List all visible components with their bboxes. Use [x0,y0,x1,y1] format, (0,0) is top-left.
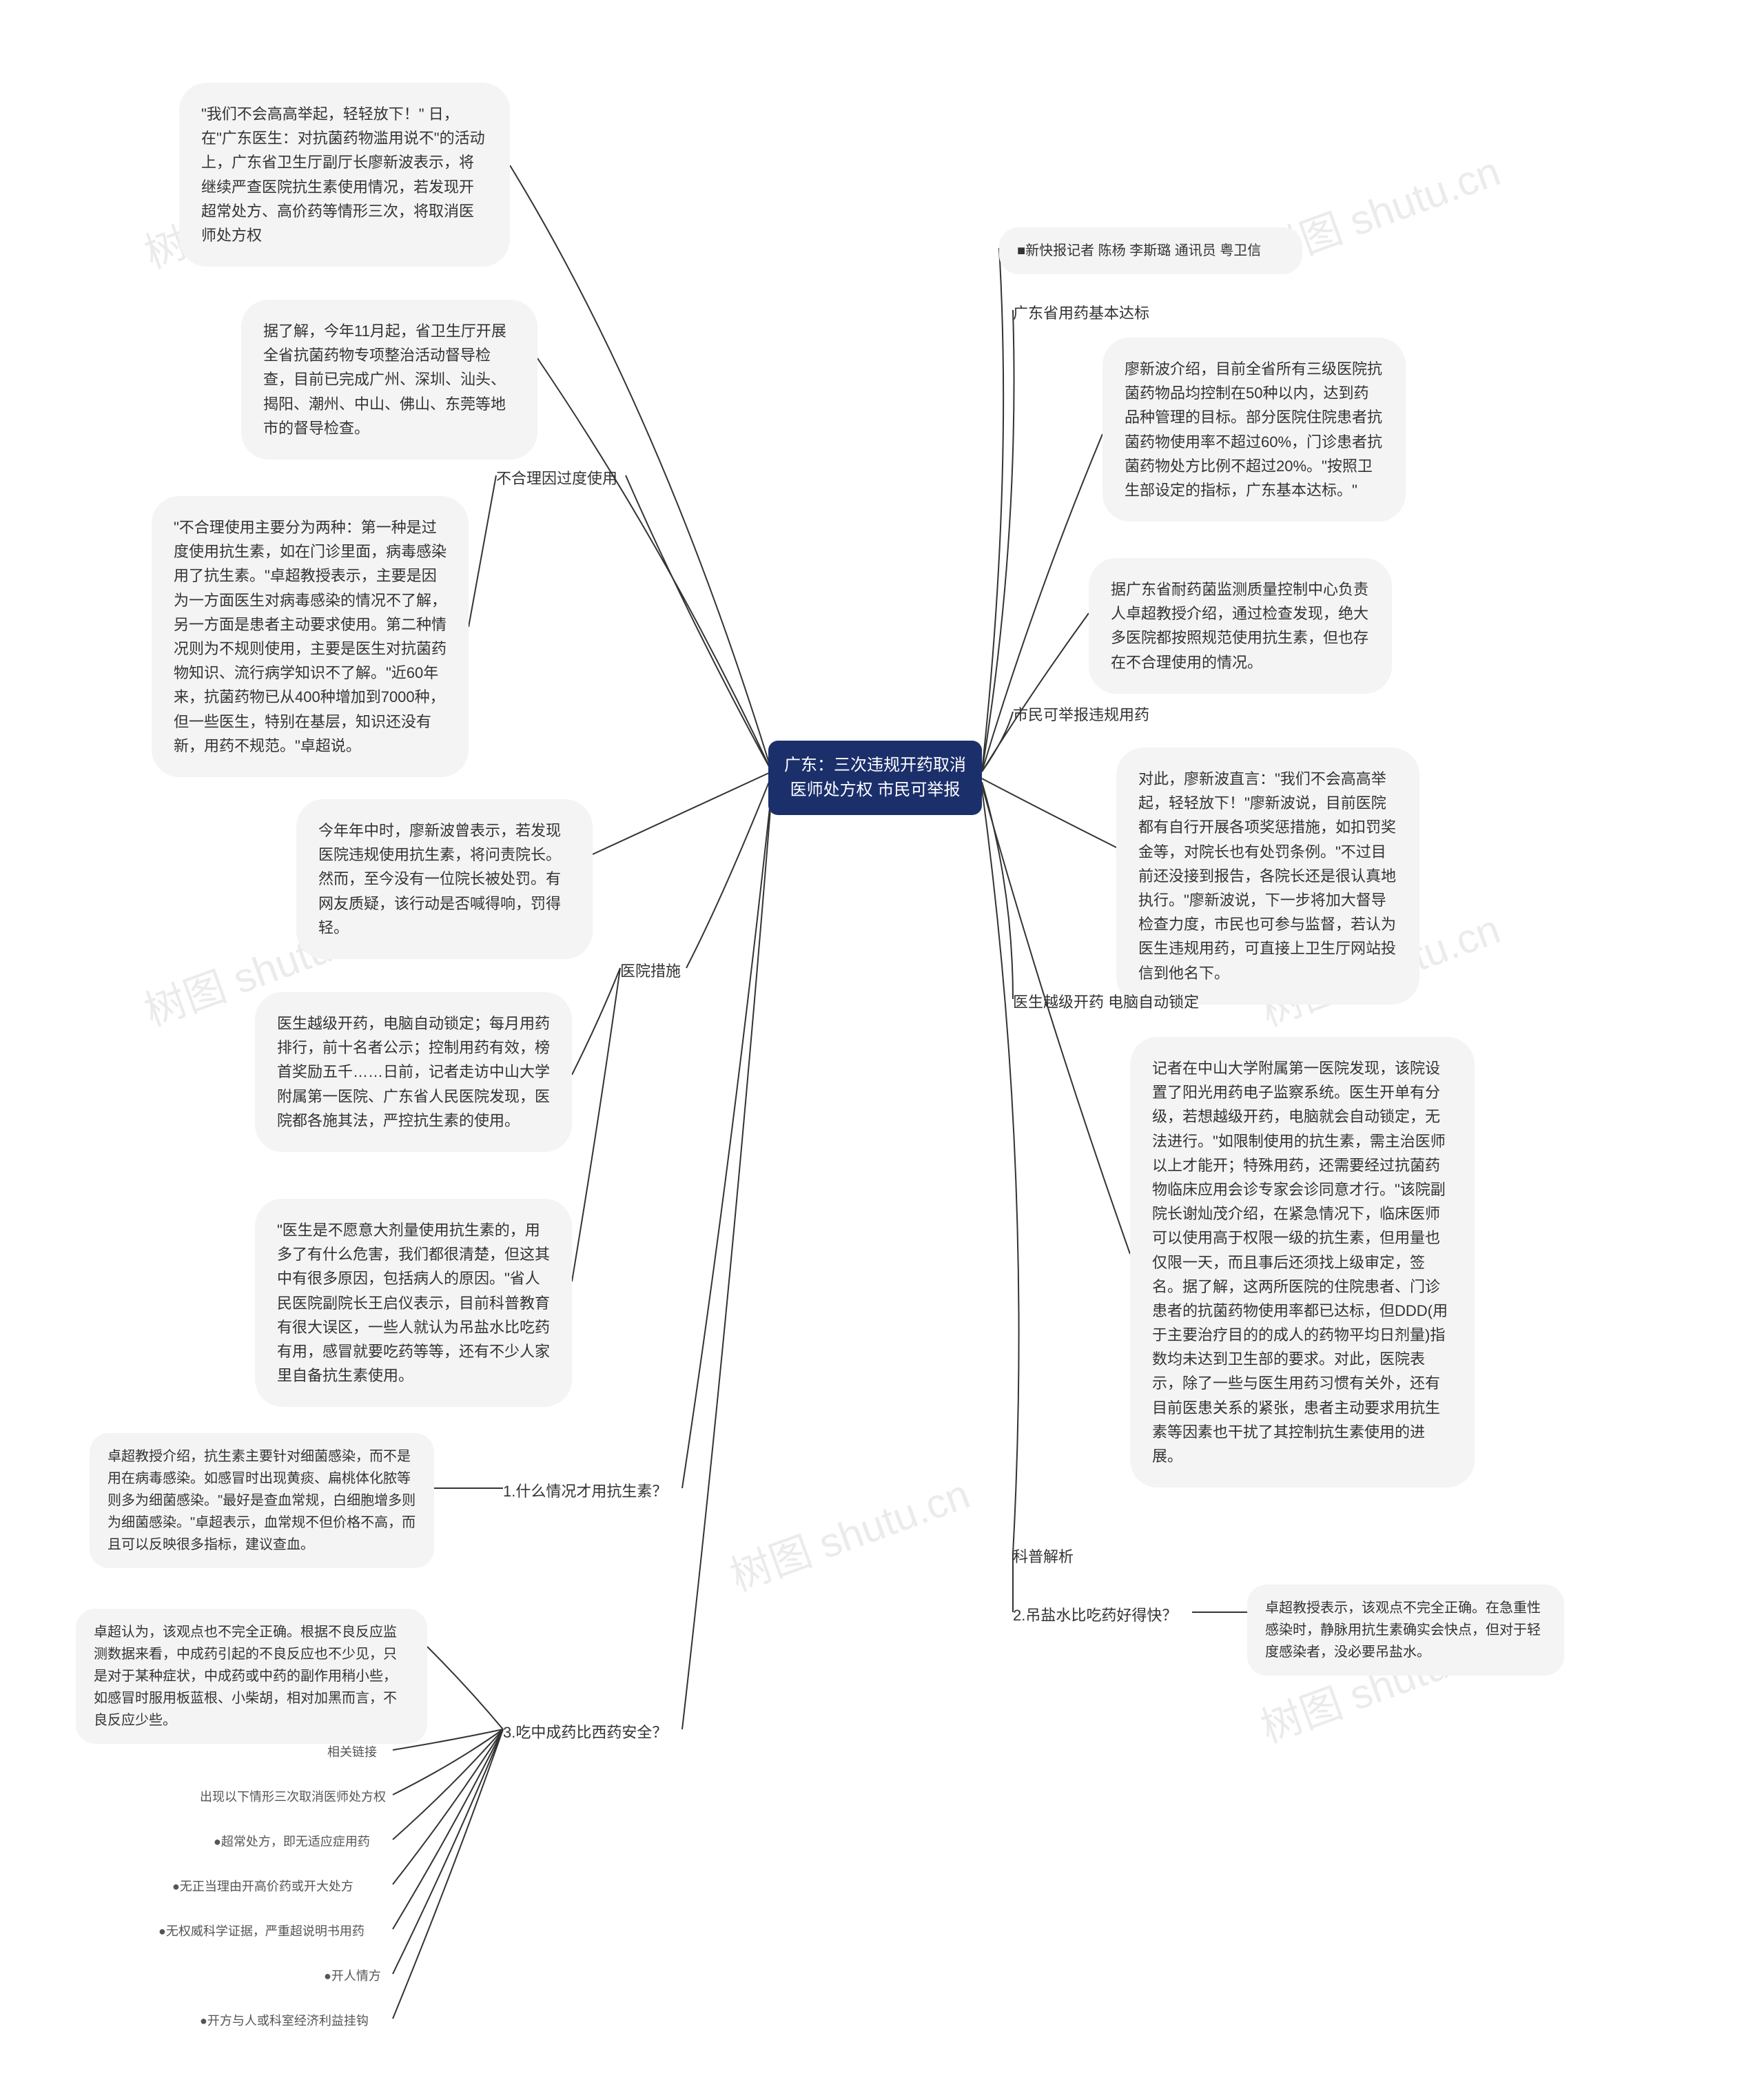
q2-label: 2.吊盐水比吃药好得快？ [1013,1605,1177,1627]
edge [982,248,1003,772]
label-c5: ●无权威科学证据，严重超说明书用药 [158,1922,365,1941]
edge [393,1729,503,1929]
label-rl_report: 市民可举报违规用药 [1013,705,1149,726]
edge [682,789,772,1488]
label-rl_gd: 广东省用药基本达标 [1013,303,1149,325]
edge [982,712,1013,772]
edge [982,789,1019,1554]
edge [686,775,772,968]
bubble-lb3: "不合理使用主要分为两种：第一种是过度使用抗生素，如在门诊里面，病毒感染用了抗生… [152,496,469,777]
bubble-rb8: 记者在中山大学附属第一医院发现，该院设置了阳光用药电子监察系统。医生开单有分级，… [1130,1037,1475,1487]
label-c2: 出现以下情形三次取消医师处方权 [200,1788,386,1806]
edge [982,785,1130,1254]
edge [682,792,772,1729]
edge [393,1729,503,1884]
bubble-lb2: 据了解，今年11月起，省卫生厅开展全省抗菌药物专项整治活动督导检查，目前已完成广… [241,300,537,460]
edge [393,1729,503,1840]
label-rl_lock: 医生越级开药 电脑自动锁定 [1013,992,1199,1013]
bubble-rb1: ■新快报记者 陈杨 李斯璐 通讯员 粤卫信 [999,227,1302,274]
edge [393,1729,503,2019]
bubble-rb6: 对此，廖新波直言："我们不会高高举起，轻轻放下！"廖新波说，目前医院都有自行开展… [1116,748,1419,1005]
bubble-lb5: 医生越级开药，电脑自动锁定；每月用药排行，前十名者公示；控制用药有效，榜首奖励五… [255,992,572,1152]
edge [469,475,496,627]
center-topic: 广东：三次违规开药取消医师处方权 市民可举报 [768,741,982,815]
edge [982,613,1089,772]
label-c1: 相关链接 [327,1743,377,1762]
edge [982,782,1013,999]
edge [572,968,620,1281]
label-c3: ●超常处方，即无适应症用药 [214,1833,370,1851]
edge [982,779,1116,847]
edge [427,1647,503,1729]
label-ll_hospital: 医院措施 [620,961,681,982]
watermark: 树图 shutu.cn [721,1461,976,1603]
edge [593,772,772,854]
label-c7: ●开方与人或科室经济利益挂钩 [200,2012,369,2030]
edge [626,475,772,772]
edge [572,968,620,1075]
label-rl_science: 科普解析 [1013,1547,1074,1568]
a2-bubble: 卓超教授表示，该观点不完全正确。在急重性感染时，静脉用抗生素确实会快点，但对于轻… [1247,1585,1564,1676]
bubble-lb1: "我们不会高高举起，轻轻放下！" 日，在"广东医生：对抗菌药物滥用说不"的活动上… [179,83,510,267]
bubble-rb3: 廖新波介绍，目前全省所有三级医院抗菌药物品均控制在50种以内，达到药品种管理的目… [1102,338,1406,522]
q3-label: 3.吃中成药比西药安全？ [503,1722,667,1744]
label-c6: ●开人情方 [324,1967,381,1986]
bubble-rb4: 据广东省耐药菌监测质量控制中心负责人卓超教授介绍，通过检查发现，绝大多医院都按照… [1089,558,1392,694]
a1-bubble: 卓超教授介绍，抗生素主要针对细菌感染，而不是用在病毒感染。如感冒时出现黄痰、扁桃… [90,1433,434,1568]
q1-label: 1.什么情况才用抗生素？ [503,1481,667,1503]
label-c4: ●无正当理由开高价药或开大处方 [172,1877,353,1896]
edge [537,358,772,772]
edge [982,310,1014,772]
a3-bubble: 卓超认为，该观点也不完全正确。根据不良反应监测数据来看，中成药引起的不良反应也不… [76,1609,427,1744]
edge [393,1729,503,1974]
bubble-lb6: "医生是不愿意大剂量使用抗生素的，用多了有什么危害，我们都很清楚，但这其中有很多… [255,1199,572,1407]
label-ll_unreason: 不合理因过度使用 [496,468,617,490]
bubble-lb4: 今年年中时，廖新波曾表示，若发现医院违规使用抗生素，将问责院长。然而，至今没有一… [296,799,593,959]
